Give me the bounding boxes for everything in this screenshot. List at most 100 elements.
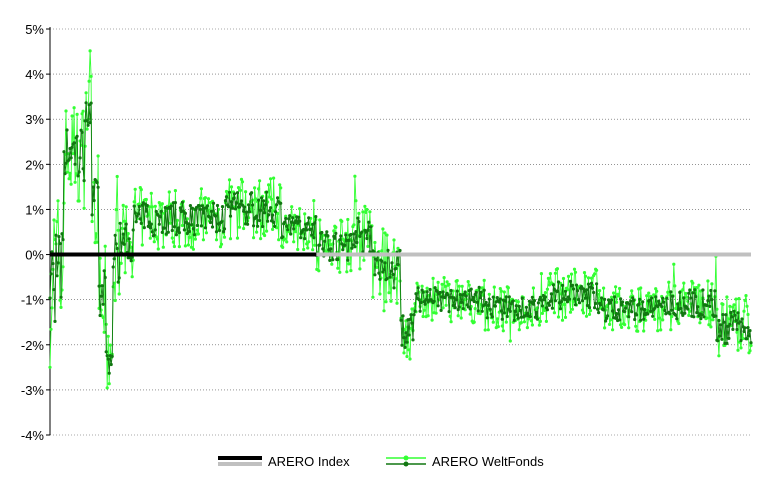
weltfonds-light-point [353,174,357,178]
weltfonds-light-point [98,256,102,260]
weltfonds-light-point [583,274,588,278]
weltfonds-dark-point [447,310,451,314]
y-tick-label: -1% [21,293,45,308]
weltfonds-light-point [455,279,459,283]
weltfonds-light-point [447,282,451,286]
weltfonds-dark-point [211,201,216,205]
weltfonds-dark-point [347,238,351,242]
weltfonds-light-point [516,300,520,304]
weltfonds-dark-point [213,214,218,218]
weltfonds-dark-point [661,296,665,300]
weltfonds-dark-point [199,224,203,228]
weltfonds-dark-point [536,301,541,305]
weltfonds-light-point [358,267,362,271]
weltfonds-dark-point [54,233,58,237]
weltfonds-light-point [68,171,72,175]
weltfonds-dark-point [619,297,623,301]
weltfonds-dark-point [696,305,700,309]
weltfonds-dark-point [76,174,80,178]
weltfonds-dark-point [138,217,142,221]
weltfonds-dark-point [639,318,643,322]
weltfonds-light-point [610,295,614,299]
weltfonds-light-point [548,272,553,276]
weltfonds-dark-point [262,199,266,203]
weltfonds-dark-point [305,228,309,232]
weltfonds-dark-point [266,219,270,223]
weltfonds-dark-point [404,331,408,335]
weltfonds-dark-point [570,283,575,287]
weltfonds-light-point [735,330,739,334]
weltfonds-dark-point [603,297,607,301]
weltfonds-dark-point [411,338,415,342]
weltfonds-light-point [155,237,159,241]
weltfonds-dark-point [583,296,588,300]
weltfonds-dark-point [314,215,318,219]
weltfonds-dark-point [642,317,646,321]
weltfonds-dark-point [432,299,436,303]
weltfonds-dark-point [480,309,484,313]
weltfonds-light-point [238,188,243,192]
weltfonds-light-point [167,190,171,194]
weltfonds-dark-point [173,201,177,205]
weltfonds-dark-point [354,230,358,234]
weltfonds-dark-point [297,215,301,219]
weltfonds-dark-point [250,191,254,195]
weltfonds-light-point [318,218,322,222]
weltfonds-light-point [52,218,56,222]
weltfonds-dark-point [134,220,138,224]
weltfonds-light-point [270,197,274,201]
weltfonds-dark-point [486,303,490,307]
weltfonds-dark-point [403,345,407,349]
weltfonds-dark-point [680,311,684,315]
weltfonds-dark-point [111,265,115,269]
weltfonds-dark-point [517,304,521,308]
weltfonds-dark-point [599,303,603,307]
weltfonds-light-point [743,298,747,303]
weltfonds-light-point [199,187,203,191]
weltfonds-dark-point [742,329,746,334]
weltfonds-dark-point [707,294,711,298]
weltfonds-dark-point [724,313,728,317]
weltfonds-dark-point [731,327,735,331]
weltfonds-dark-point [306,221,310,225]
weltfonds-light-point [95,240,99,244]
weltfonds-dark-point [148,226,152,230]
weltfonds-dark-point [78,156,82,160]
weltfonds-light-point [695,286,699,290]
weltfonds-dark-point [188,204,192,208]
weltfonds-light-point [688,309,692,313]
weltfonds-dark-point [227,190,232,194]
weltfonds-light-point [364,210,368,214]
weltfonds-light-point [306,246,310,250]
weltfonds-light-point [80,112,84,116]
weltfonds-dark-point [681,313,685,317]
weltfonds-dark-point [235,191,240,195]
weltfonds-dark-point [729,310,733,315]
weltfonds-dark-point [615,312,619,316]
weltfonds-dark-point [745,337,749,341]
weltfonds-light-point [362,258,366,262]
weltfonds-light-point [698,321,702,325]
weltfonds-light-point [681,288,685,292]
weltfonds-dark-point [219,220,224,224]
weltfonds-light-point [426,314,430,318]
weltfonds-light-point [647,291,651,295]
weltfonds-light-point [544,319,549,323]
weltfonds-light-point [491,320,495,324]
weltfonds-dark-point [580,299,585,303]
weltfonds-dark-point [115,246,119,251]
weltfonds-light-point [132,200,136,204]
weltfonds-dark-point [709,288,713,293]
weltfonds-dark-point [748,329,752,333]
weltfonds-light-point [73,180,77,184]
weltfonds-dark-point [713,289,717,293]
weltfonds-light-point [186,243,190,247]
weltfonds-dark-point [604,319,608,323]
weltfonds-light-point [345,270,349,274]
weltfonds-dark-point [234,201,239,205]
weltfonds-light-point [742,309,746,313]
weltfonds-dark-point [91,185,95,189]
y-axis-ticks: 5% 4% 3% 2% 1% 0% -1% -2% -3% -4% [21,22,50,443]
weltfonds-dark-point [145,203,149,208]
weltfonds-light-point [121,203,125,207]
